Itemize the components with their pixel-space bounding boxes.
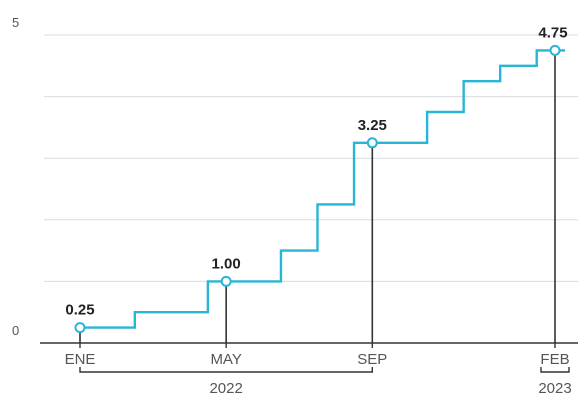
year-bracket: [79, 367, 374, 373]
year-groups: 2022 2023: [79, 367, 572, 397]
data-label: 3.25: [358, 117, 387, 134]
year-bracket: [540, 367, 570, 373]
step-line: [80, 49, 565, 329]
data-label: 4.75: [538, 24, 567, 41]
grid-lines: [44, 34, 578, 282]
y-tick-label: 0: [12, 323, 19, 338]
highlight-point: [549, 44, 561, 56]
highlight-point: [366, 137, 378, 149]
series-line: [80, 49, 565, 329]
x-tick-label: SEP: [357, 351, 387, 368]
highlight-point: [220, 275, 232, 287]
data-label: 1.00: [212, 255, 241, 272]
x-axis: ENE MAY SEP FEB: [40, 342, 578, 368]
y-axis-ticks: 05: [12, 15, 19, 338]
x-tick-label: MAY: [210, 351, 241, 368]
highlight-point: [74, 322, 86, 334]
drop-lines: [79, 50, 556, 343]
year-label: 2022: [209, 380, 242, 397]
data-label: 0.25: [65, 302, 94, 319]
highlight-points: 0.25 1.00 3.25 4.75: [65, 24, 568, 334]
y-tick-label: 5: [12, 15, 19, 30]
year-label: 2023: [538, 380, 571, 397]
x-tick-label: ENE: [65, 351, 96, 368]
x-tick-label: FEB: [540, 351, 569, 368]
